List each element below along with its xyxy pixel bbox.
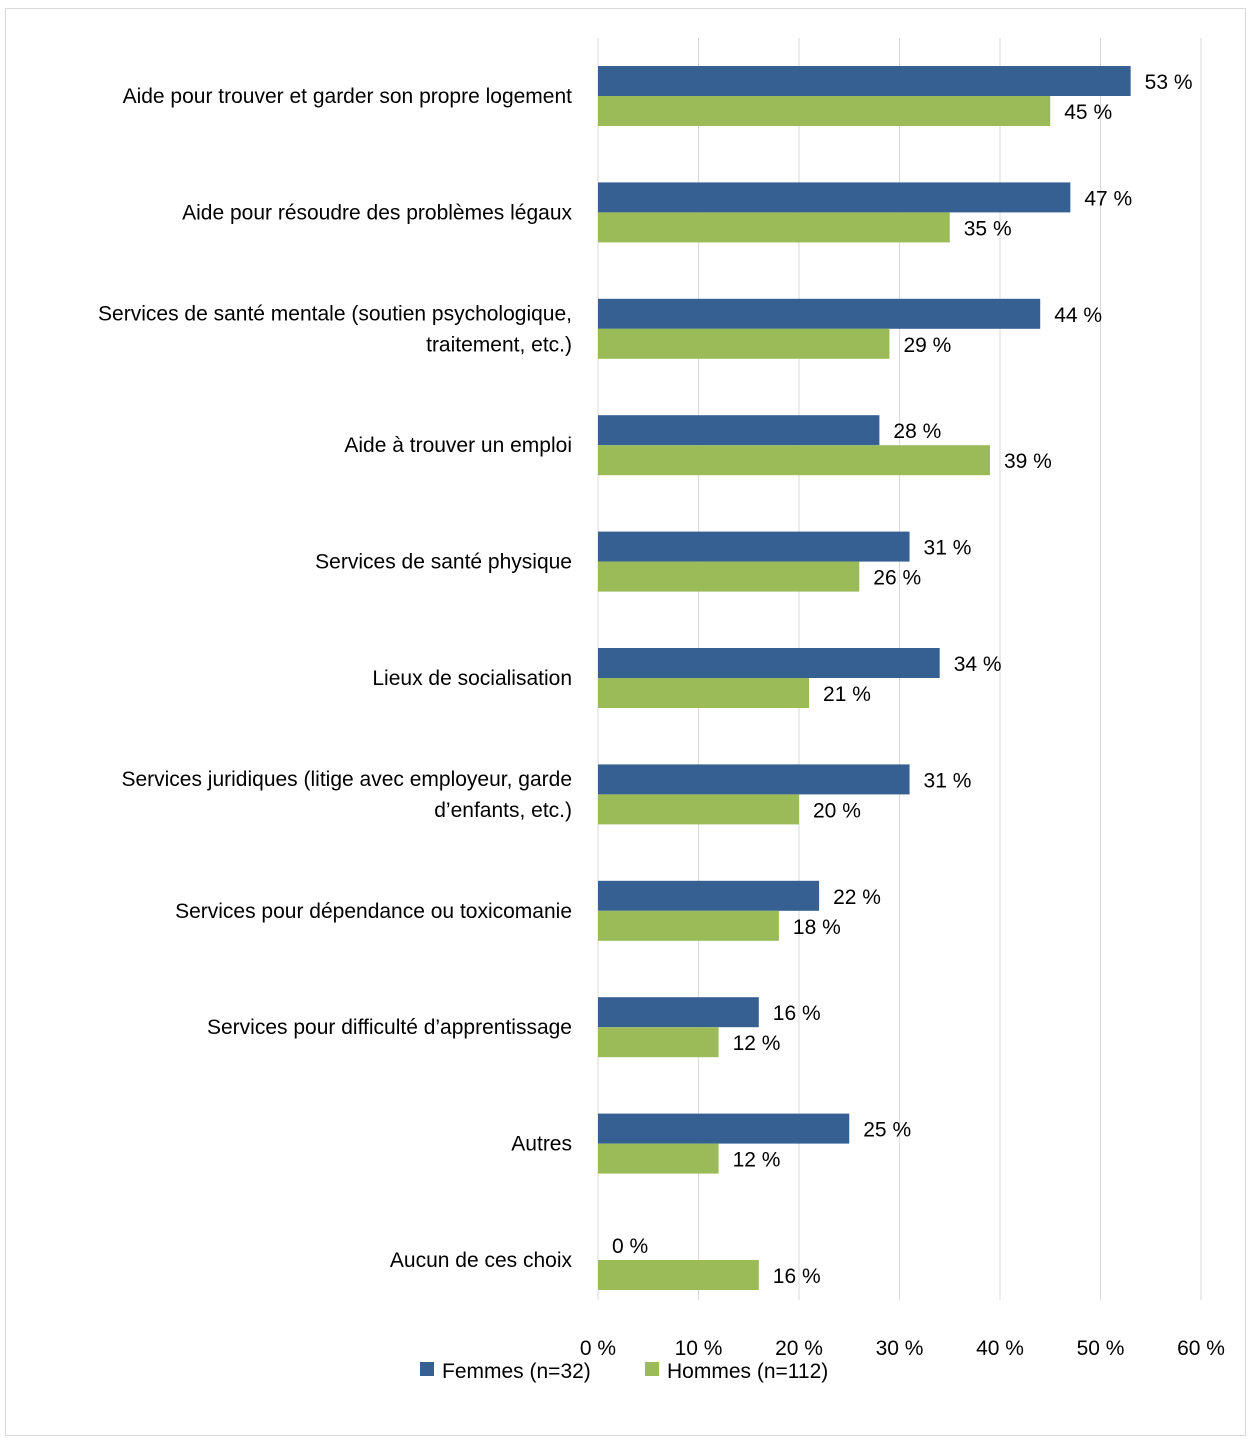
value-labels: 53 %45 %47 %35 %44 %29 %28 %39 %31 %26 %… (612, 71, 1193, 1288)
value-label: 34 % (954, 653, 1002, 676)
category-label: Aide à trouver un emploi (344, 434, 572, 457)
bar-femmes (598, 1113, 850, 1144)
bar-hommes (598, 910, 779, 941)
chart-frame (5, 8, 1246, 1436)
bar-hommes (598, 212, 950, 243)
category-label: Services juridiques (litige avec employe… (121, 768, 572, 822)
value-label: 45 % (1064, 101, 1112, 124)
value-label: 53 % (1145, 71, 1193, 94)
gridlines (597, 38, 1202, 1300)
category-label: Lieux de socialisation (372, 667, 572, 690)
legend: Femmes (n=32) Hommes (n=112) (420, 1360, 828, 1383)
category-label: Aide pour résoudre des problèmes légaux (182, 201, 572, 224)
x-axis-ticks: 0 % 10 % 20 % 30 % 40 % 50 % 60 % (580, 1337, 1225, 1360)
bar-hommes (598, 1027, 719, 1058)
value-label: 16 % (773, 1265, 821, 1288)
bar-hommes (598, 328, 890, 359)
value-label: 31 % (924, 769, 972, 792)
bar-femmes (598, 648, 940, 678)
category-label: Services pour difficulté d’apprentissage (207, 1016, 572, 1039)
category-label: Autres (511, 1133, 572, 1156)
category-label: Aucun de ces choix (390, 1249, 573, 1272)
value-label: 20 % (813, 799, 861, 822)
value-label: 29 % (903, 334, 951, 357)
value-label: 12 % (733, 1032, 781, 1055)
value-label: 39 % (1004, 450, 1052, 473)
bar-femmes (598, 764, 910, 795)
bar-femmes (598, 531, 910, 562)
category-label: Aide pour trouver et garder son propre l… (123, 85, 573, 108)
bar-femmes (598, 997, 759, 1028)
category-label: Services de santé mentale (soutien psych… (98, 302, 572, 356)
category-label: Services pour dépendance ou toxicomanie (175, 900, 572, 923)
value-label: 18 % (793, 916, 841, 939)
x-tick-label: 0 % (580, 1337, 616, 1360)
value-label: 44 % (1054, 304, 1102, 327)
bar-hommes (598, 1260, 759, 1290)
value-label: 25 % (863, 1119, 911, 1142)
value-label: 26 % (873, 567, 921, 590)
value-label: 0 % (612, 1235, 648, 1258)
value-label: 47 % (1084, 187, 1132, 210)
x-tick-label: 30 % (876, 1337, 924, 1360)
legend-swatch (420, 1362, 434, 1376)
value-label: 28 % (893, 420, 941, 443)
value-label: 31 % (924, 537, 972, 560)
bar-hommes (598, 96, 1051, 126)
bar-hommes (598, 445, 990, 476)
category-labels: Aide pour trouver et garder son propre l… (98, 85, 572, 1272)
x-tick-label: 20 % (775, 1337, 823, 1360)
category-label: Services de santé physique (315, 551, 572, 574)
legend-label: Femmes (n=32) (442, 1360, 591, 1383)
legend-label: Hommes (n=112) (667, 1360, 828, 1383)
bar-femmes (598, 66, 1131, 96)
bar-hommes (598, 678, 810, 708)
bar-hommes (598, 561, 860, 592)
bar-hommes (598, 794, 799, 825)
value-label: 22 % (833, 886, 881, 909)
x-tick-label: 40 % (976, 1337, 1024, 1360)
bar-femmes (598, 298, 1041, 329)
bar-femmes (598, 415, 880, 446)
legend-swatch (645, 1362, 659, 1376)
x-tick-label: 10 % (675, 1337, 723, 1360)
value-label: 21 % (823, 683, 871, 706)
bar-femmes (598, 182, 1071, 213)
value-label: 16 % (773, 1002, 821, 1025)
value-label: 35 % (964, 217, 1012, 240)
bar-hommes (598, 1143, 719, 1174)
x-tick-label: 50 % (1077, 1337, 1125, 1360)
x-tick-label: 60 % (1177, 1337, 1225, 1360)
bars (598, 66, 1131, 1290)
value-label: 12 % (733, 1149, 781, 1172)
bar-femmes (598, 880, 820, 911)
